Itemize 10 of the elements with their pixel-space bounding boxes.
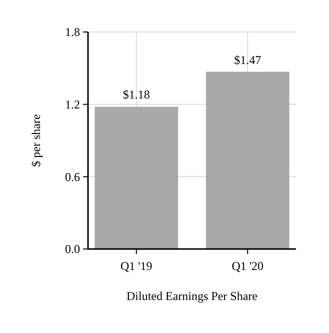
y-axis-title: $ per share [29,114,43,167]
x-tick-label: Q1 '19 [120,259,152,273]
y-tick-label: 1.2 [65,98,80,112]
y-tick-label: 0.6 [65,170,80,184]
x-axis-title: Diluted Earnings Per Share [126,289,258,303]
x-tick-label: Q1 '20 [232,259,264,273]
data-label: $1.47 [234,52,262,67]
y-tick-label: 1.8 [65,25,80,40]
y-tick-label: 0.0 [65,242,80,256]
data-label: $1.18 [122,88,150,102]
